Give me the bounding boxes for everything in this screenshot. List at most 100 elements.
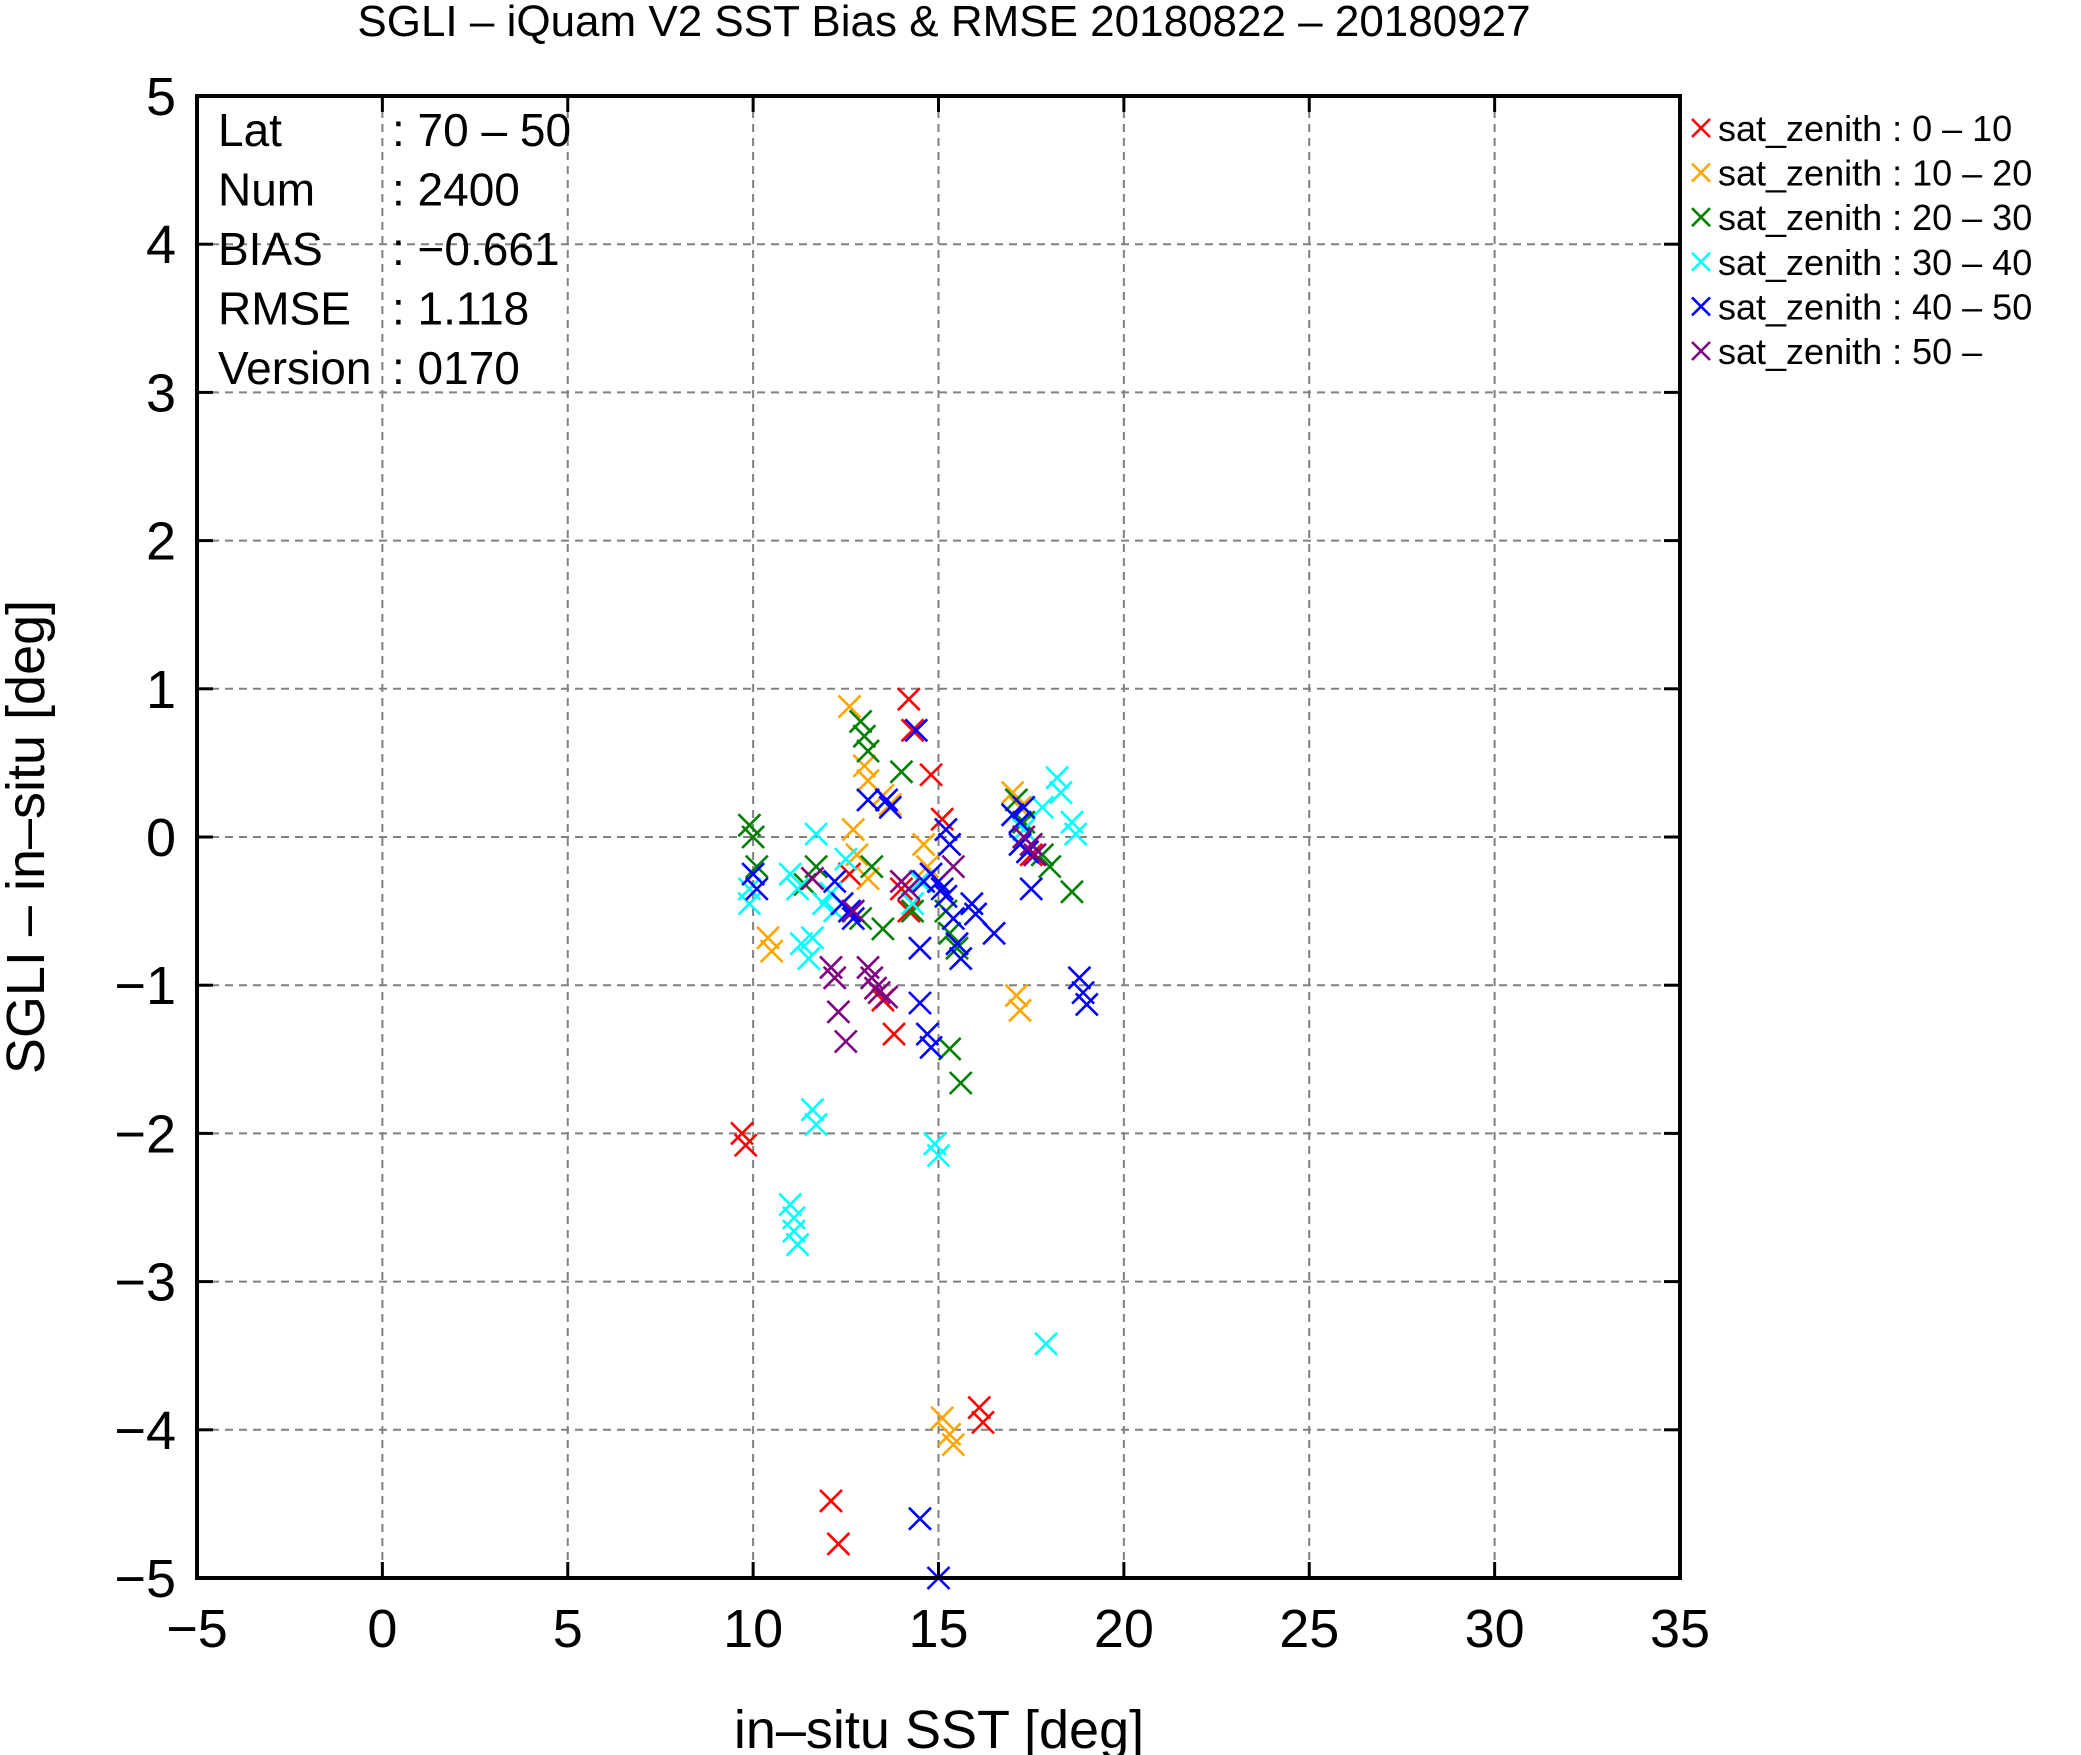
data-point-series-4	[811, 891, 836, 916]
data-point-series-2	[852, 753, 877, 778]
data-point-series-3	[852, 724, 877, 749]
data-point-series-1	[900, 718, 925, 743]
y-tick-labels: 5 4 3 2 1 0 −1 −2 −3 −4 −5	[114, 67, 176, 1609]
data-point-series-1	[837, 862, 862, 886]
data-point-series-5	[948, 946, 973, 971]
data-point-series-5	[878, 795, 903, 820]
data-point-series-3	[937, 1037, 962, 1061]
data-points	[730, 687, 1099, 1590]
data-point-series-4	[800, 1097, 825, 1122]
stat-value: : 1.118	[392, 283, 529, 335]
data-point-series-3	[948, 1071, 973, 1095]
data-point-series-5	[744, 876, 769, 901]
data-point-series-6	[800, 866, 825, 891]
data-point-series-4	[1048, 780, 1073, 805]
data-point-series-5	[1074, 992, 1099, 1017]
data-point-series-5	[1008, 810, 1032, 835]
data-point-series-5	[930, 876, 955, 901]
legend-entry: sat_zenith : 30 – 40	[1718, 242, 2032, 283]
data-point-series-1	[819, 1489, 843, 1513]
data-point-series-3	[900, 899, 925, 924]
y-tick-label: −5	[114, 1549, 176, 1609]
legend-entry: sat_zenith : 50 –	[1718, 331, 1982, 372]
legend-entry: sat_zenith : 20 – 30	[1718, 197, 2032, 238]
x-tick-label: −5	[166, 1599, 228, 1659]
data-point-series-5	[1008, 832, 1032, 857]
data-point-series-1	[882, 1022, 906, 1047]
data-point-series-6	[833, 1029, 858, 1054]
stat-label: BIAS	[218, 223, 323, 275]
data-point-series-1	[826, 1531, 851, 1556]
data-point-series-5	[841, 906, 866, 931]
data-point-series-5	[937, 832, 962, 857]
stat-label: Version	[218, 342, 371, 394]
data-point-series-2	[756, 925, 780, 950]
x-tick-labels: −5 0 5 10 15 20 25 30 35	[166, 1599, 1710, 1659]
data-point-series-5	[945, 931, 969, 956]
plot-frame	[195, 94, 1682, 1580]
data-point-series-5	[919, 1035, 944, 1060]
data-point-series-2	[930, 1406, 955, 1430]
data-point-series-1	[889, 876, 914, 901]
data-point-series-4	[796, 946, 821, 971]
x-tick-label: 35	[1650, 1599, 1710, 1659]
data-point-series-4	[789, 931, 814, 956]
chart-title: SGLI – iQuam V2 SST Bias & RMSE 20180822…	[357, 0, 1530, 46]
data-point-series-2	[1008, 998, 1032, 1023]
stat-label: Lat	[218, 104, 282, 156]
data-point-series-4	[781, 1219, 806, 1244]
data-point-series-6	[896, 876, 921, 901]
legend-entry: sat_zenith : 0 – 10	[1718, 108, 2012, 149]
data-point-series-4	[737, 891, 762, 916]
data-point-series-5	[933, 884, 958, 909]
data-point-series-5	[822, 869, 847, 894]
data-point-series-5	[874, 788, 899, 812]
data-point-series-2	[941, 1432, 966, 1457]
data-point-series-3	[937, 921, 962, 946]
y-tick-label: −4	[114, 1401, 176, 1461]
data-point-series-4	[804, 822, 829, 846]
data-point-series-4	[804, 1112, 829, 1137]
data-point-series-4	[1063, 822, 1088, 846]
legend-entry: sat_zenith : 40 – 50	[1718, 286, 2032, 327]
data-point-series-6	[1022, 842, 1047, 867]
x-tick-label: 10	[723, 1599, 783, 1659]
stats-box: Lat: 70 – 50 Num: 2400 BIAS: −0.661 RMSE: 1…	[218, 104, 571, 394]
y-tick-label: 0	[146, 808, 176, 868]
data-point-series-5	[856, 788, 880, 812]
data-point-series-4	[785, 1232, 810, 1257]
data-point-series-1	[896, 899, 921, 924]
data-point-series-1	[919, 762, 944, 787]
data-point-series-4	[1034, 1331, 1058, 1356]
data-point-series-4	[1045, 765, 1070, 790]
data-point-series-6	[867, 980, 892, 1005]
y-tick-label: −1	[114, 956, 176, 1016]
data-point-series-2	[759, 939, 784, 964]
data-point-series-3	[870, 916, 895, 941]
data-point-series-5	[908, 1506, 932, 1531]
data-point-series-5	[908, 991, 932, 1015]
data-point-series-5	[741, 862, 766, 886]
data-point-series-6	[826, 999, 851, 1024]
x-tick-label: 5	[553, 1599, 583, 1659]
data-point-series-1	[896, 687, 921, 712]
data-point-series-5	[837, 899, 862, 924]
data-point-series-4	[926, 1143, 951, 1168]
data-point-series-2	[837, 694, 862, 719]
data-point-series-3	[889, 759, 914, 784]
x-tick-label: 30	[1465, 1599, 1525, 1659]
data-point-series-5	[1011, 795, 1036, 820]
data-point-series-2	[915, 854, 940, 879]
data-point-series-6	[874, 985, 899, 1009]
y-tick-label: 3	[146, 363, 176, 423]
x-axis-label: in–situ SST [deg]	[734, 1700, 1144, 1755]
y-tick-label: −3	[114, 1253, 176, 1313]
stat-label: Num	[218, 164, 315, 216]
data-point-series-2	[911, 832, 936, 857]
data-point-series-6	[941, 854, 966, 879]
data-point-series-4	[800, 925, 825, 950]
y-tick-label: 4	[146, 215, 176, 275]
data-point-series-2	[1004, 983, 1029, 1008]
